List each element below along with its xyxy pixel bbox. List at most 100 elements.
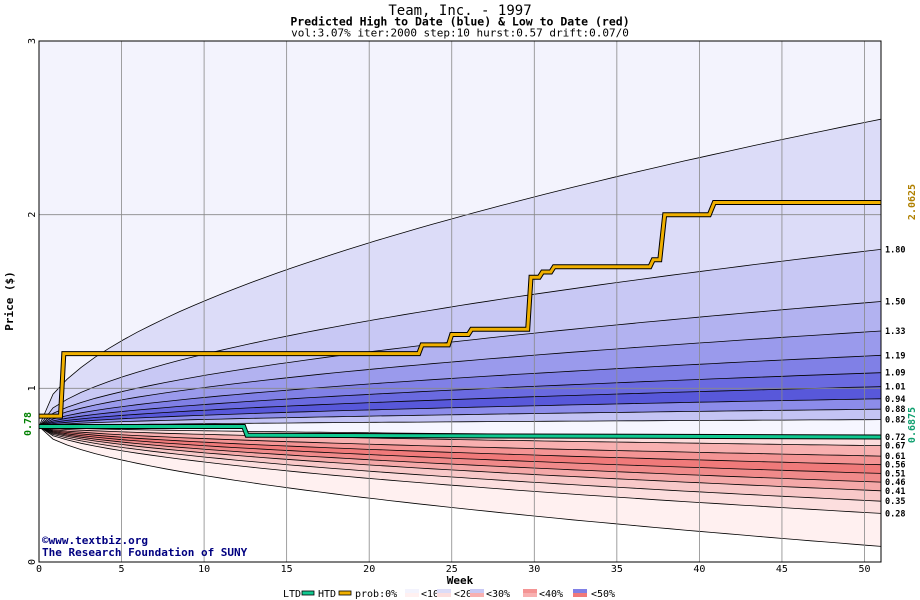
prob-band bbox=[39, 426, 881, 547]
ltd-final-label: 0.6875 bbox=[907, 407, 918, 443]
band-boundary bbox=[39, 426, 881, 502]
prob-band bbox=[39, 426, 881, 491]
band-boundary bbox=[39, 398, 881, 427]
start-price-label: 0.78 bbox=[23, 412, 34, 436]
band-boundary bbox=[39, 426, 881, 474]
y-tick-label: 1 bbox=[27, 385, 38, 391]
prob-band bbox=[39, 419, 881, 437]
right-band-label: 0.61 bbox=[885, 452, 905, 462]
prob-band bbox=[39, 426, 881, 457]
right-band-labels: 1.80 1.50 1.33 1.19 1.09 1.01 0.940.880.82 0.72… bbox=[885, 245, 905, 519]
legend-swatch-htd bbox=[338, 590, 352, 596]
x-tick-label: 30 bbox=[528, 564, 540, 575]
band-boundary bbox=[39, 301, 881, 427]
chart-params: vol:3.07% iter:2000 step:10 hurst:0.57 d… bbox=[291, 27, 629, 40]
legend-swatch-prob bbox=[405, 593, 419, 597]
right-band-label: 1.50 bbox=[885, 298, 905, 308]
right-band-label: 0.72 bbox=[885, 433, 905, 443]
prob-band bbox=[39, 426, 881, 483]
legend-label: <40% bbox=[539, 589, 563, 600]
htd-final-label: 2.0625 bbox=[907, 184, 918, 220]
right-band-label: 0.67 bbox=[885, 442, 905, 452]
y-tick-labels: 0 1 2 3 bbox=[27, 38, 38, 565]
prob-band bbox=[39, 372, 881, 427]
band-boundary bbox=[39, 426, 881, 466]
band-boundary bbox=[39, 354, 881, 427]
credit-organization: The Research Foundation of SUNY bbox=[42, 546, 248, 559]
grid-lines bbox=[39, 41, 881, 562]
x-tick-label: 15 bbox=[281, 564, 293, 575]
right-band-label: 0.35 bbox=[885, 497, 905, 507]
band-boundary bbox=[39, 426, 881, 514]
right-band-label: 0.94 bbox=[885, 395, 905, 405]
band-boundary bbox=[39, 426, 881, 483]
prob-band bbox=[39, 331, 881, 427]
y-axis-label: Price ($) bbox=[3, 271, 16, 331]
band-boundary bbox=[39, 372, 881, 427]
band-boundary bbox=[39, 426, 881, 547]
x-tick-labels: 0 5 10 15 20 25 30 35 40 45 50 bbox=[36, 564, 871, 575]
y-tick-label: 3 bbox=[27, 38, 38, 44]
legend-swatch-prob bbox=[573, 593, 587, 597]
probability-bands bbox=[39, 41, 881, 562]
right-band-label: 0.46 bbox=[885, 478, 905, 488]
prob-band bbox=[39, 355, 881, 427]
ltd-series-line bbox=[39, 425, 881, 439]
band-boundary bbox=[39, 426, 881, 492]
band-boundary bbox=[39, 426, 881, 457]
prob-band bbox=[39, 426, 881, 502]
right-band-label: 1.80 bbox=[885, 245, 905, 255]
right-band-label: 0.88 bbox=[885, 405, 905, 415]
right-band-label: 0.51 bbox=[885, 469, 905, 479]
x-axis-label: Week bbox=[447, 574, 474, 587]
x-tick-label: 35 bbox=[611, 564, 623, 575]
prob-band bbox=[39, 301, 881, 427]
right-band-label: 0.28 bbox=[885, 509, 905, 519]
y-tick-label: 0 bbox=[27, 559, 38, 565]
band-boundary bbox=[39, 118, 881, 427]
chart-subtitle: Predicted High to Date (blue) & Low to D… bbox=[290, 15, 629, 29]
x-tick-label: 20 bbox=[363, 564, 375, 575]
legend-label: <30% bbox=[486, 589, 510, 600]
prob-band bbox=[39, 398, 881, 427]
right-band-label: 0.82 bbox=[885, 416, 905, 426]
x-tick-label: 25 bbox=[446, 564, 458, 575]
band-boundary bbox=[39, 330, 881, 427]
legend-swatch-prob bbox=[405, 589, 419, 593]
x-tick-label: 0 bbox=[36, 564, 42, 575]
band-boundary bbox=[39, 426, 881, 446]
prob-band bbox=[39, 426, 881, 514]
legend-label: prob:0% bbox=[355, 589, 397, 600]
legend-swatch-prob bbox=[523, 589, 537, 593]
x-tick-label: 50 bbox=[858, 564, 870, 575]
band-boundary bbox=[39, 249, 881, 427]
legend-swatch-prob bbox=[573, 589, 587, 593]
legend-swatch-prob bbox=[470, 593, 484, 597]
legend-swatch-prob bbox=[523, 593, 537, 597]
prob-band bbox=[39, 426, 881, 562]
legend-label: <10% bbox=[421, 589, 445, 600]
plot-frame bbox=[38, 40, 882, 563]
x-tick-label: 5 bbox=[119, 564, 125, 575]
right-band-label: 1.01 bbox=[885, 383, 905, 393]
band-boundary bbox=[39, 408, 881, 427]
credit-url[interactable]: ©www.textbiz.org bbox=[42, 534, 148, 547]
legend-swatch-prob bbox=[437, 593, 451, 597]
x-tick-label: 10 bbox=[198, 564, 210, 575]
band-boundary bbox=[39, 386, 881, 427]
legend-label: <50% bbox=[591, 589, 615, 600]
series-lines bbox=[39, 200, 881, 440]
right-band-label: 1.09 bbox=[885, 369, 905, 379]
prob-band bbox=[39, 119, 881, 427]
chart-title: Team, Inc. - 1997 bbox=[388, 3, 531, 19]
prob-band bbox=[39, 426, 881, 465]
right-band-label: 0.56 bbox=[885, 461, 905, 471]
x-tick-label: 40 bbox=[693, 564, 705, 575]
prob-band bbox=[39, 426, 881, 474]
legend-swatch-prob bbox=[470, 589, 484, 593]
right-band-label: 0.41 bbox=[885, 487, 905, 497]
prob-band bbox=[39, 409, 881, 427]
prob-band bbox=[39, 386, 881, 427]
htd-series-line bbox=[39, 201, 881, 418]
